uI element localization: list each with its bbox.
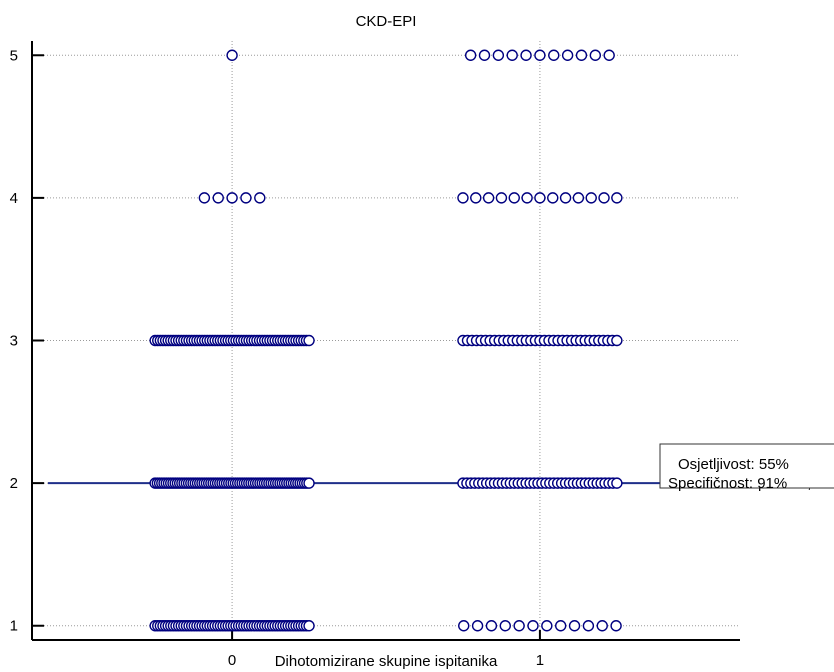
data-point bbox=[485, 620, 498, 632]
y-tick-label: 5 bbox=[10, 47, 18, 64]
data-point bbox=[212, 192, 224, 204]
data-point bbox=[598, 192, 610, 204]
data-point bbox=[464, 49, 477, 61]
data-point bbox=[547, 192, 559, 204]
data-point bbox=[495, 192, 508, 204]
data-point bbox=[226, 192, 238, 204]
data-point bbox=[554, 620, 567, 632]
x-tick-label: 0 bbox=[228, 652, 236, 669]
y-tick-label: 3 bbox=[10, 333, 18, 350]
data-point bbox=[611, 477, 623, 489]
data-point bbox=[520, 49, 532, 61]
data-point bbox=[521, 192, 533, 204]
data-point bbox=[240, 192, 252, 204]
annotation-box bbox=[659, 443, 834, 489]
chart-title: CKD-EPI bbox=[356, 13, 417, 30]
data-point bbox=[470, 192, 482, 204]
data-point bbox=[596, 620, 608, 632]
data-point bbox=[603, 49, 615, 61]
data-point bbox=[575, 49, 588, 61]
x-axis-label: Dihotomizirane skupine ispitanika bbox=[275, 653, 498, 670]
data-point bbox=[457, 192, 469, 204]
data-point bbox=[534, 49, 546, 61]
data-point bbox=[254, 192, 266, 204]
data-point bbox=[482, 192, 495, 204]
data-point bbox=[559, 192, 572, 204]
data-point bbox=[471, 620, 484, 632]
y-tick-label: 4 bbox=[10, 190, 18, 207]
annotation-sensitivity: Osjetljivost: 55% bbox=[678, 456, 789, 473]
data-point bbox=[303, 620, 315, 632]
data-point bbox=[478, 49, 491, 61]
data-point bbox=[572, 192, 585, 204]
data-point bbox=[458, 620, 470, 632]
data-point bbox=[527, 620, 539, 632]
y-tick-label: 2 bbox=[10, 475, 18, 492]
data-point bbox=[589, 49, 602, 61]
grid-lines bbox=[32, 41, 740, 640]
y-ticks: 1 2 3 4 5 bbox=[10, 47, 44, 635]
data-point bbox=[303, 334, 315, 347]
data-point bbox=[610, 620, 622, 632]
data-point bbox=[611, 192, 623, 204]
annotation-specificity: Specifičnost: 91% bbox=[668, 475, 787, 492]
data-point bbox=[198, 192, 211, 204]
data-point bbox=[582, 620, 595, 632]
data-point bbox=[568, 620, 581, 632]
data-point bbox=[548, 49, 560, 61]
data-point bbox=[534, 192, 546, 204]
data-point bbox=[585, 192, 597, 204]
data-point bbox=[541, 620, 553, 632]
x-tick-label: 1 bbox=[536, 652, 544, 669]
data-point bbox=[508, 192, 520, 204]
data-point bbox=[513, 620, 525, 632]
data-point bbox=[499, 620, 511, 632]
data-point bbox=[506, 49, 518, 61]
y-tick-label: 1 bbox=[10, 618, 18, 635]
data-point bbox=[226, 49, 238, 61]
data-point bbox=[492, 49, 505, 61]
data-point bbox=[561, 49, 574, 61]
data-point bbox=[611, 334, 623, 347]
data-points bbox=[149, 49, 623, 632]
data-point bbox=[303, 477, 315, 489]
